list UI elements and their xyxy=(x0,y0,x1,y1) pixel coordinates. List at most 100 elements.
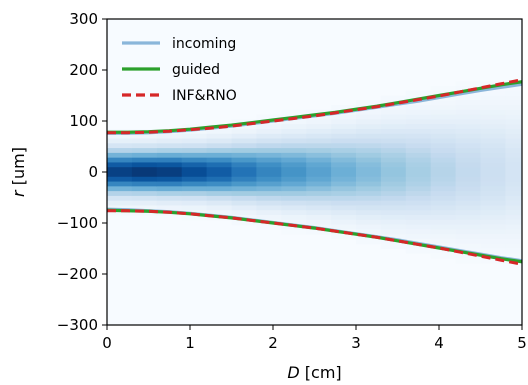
heatmap-cell xyxy=(231,152,257,159)
heatmap-cell xyxy=(380,195,407,202)
heatmap-cell xyxy=(107,172,133,178)
heatmap-cell xyxy=(405,100,432,106)
heatmap-cell xyxy=(356,143,382,149)
x-tick-label: 4 xyxy=(434,334,444,352)
heatmap-cell xyxy=(505,124,522,130)
heatmap-cell xyxy=(107,186,133,192)
heatmap-cell xyxy=(281,229,307,235)
heatmap-cell xyxy=(430,224,457,230)
heatmap-cell xyxy=(356,114,382,120)
heatmap-cell xyxy=(380,148,407,154)
heatmap-cell xyxy=(505,172,522,178)
heatmap-cell xyxy=(505,191,522,197)
heatmap-cell xyxy=(480,143,506,149)
heatmap-cell xyxy=(331,176,357,183)
heatmap-cell xyxy=(281,191,307,197)
heatmap-cell xyxy=(480,124,506,130)
heatmap-cell xyxy=(156,133,183,140)
heatmap-cell xyxy=(380,143,407,149)
heatmap-cell xyxy=(331,162,357,168)
heatmap-cell xyxy=(405,186,432,192)
heatmap-cell xyxy=(356,138,382,144)
series-layer xyxy=(107,78,522,266)
heatmap-cell xyxy=(505,114,522,120)
heatmap-cell xyxy=(380,181,407,187)
heatmap-cell xyxy=(380,109,407,116)
heatmap-cell xyxy=(455,143,481,149)
heatmap-cell xyxy=(231,200,257,206)
heatmap-cell xyxy=(455,243,481,249)
heatmap-cell xyxy=(331,219,357,226)
heatmap-cell xyxy=(505,195,522,202)
heatmap-cell xyxy=(455,210,481,216)
heatmap-cell xyxy=(480,90,506,96)
heatmap-cell xyxy=(380,152,407,159)
heatmap-cell xyxy=(131,181,158,187)
heatmap-cell xyxy=(356,109,382,116)
heatmap-cell xyxy=(206,138,232,144)
heatmap-cell xyxy=(430,162,457,168)
x-tick-label: 0 xyxy=(102,334,112,352)
heatmap-cell xyxy=(455,95,481,101)
heatmap-cell xyxy=(380,172,407,178)
heatmap-cell xyxy=(480,200,506,206)
heatmap-cell xyxy=(430,172,457,178)
heatmap-cell xyxy=(256,200,282,206)
heatmap-cell xyxy=(480,234,506,240)
heatmap-cell xyxy=(380,162,407,168)
heatmap-cell xyxy=(505,219,522,226)
heatmap-cell xyxy=(505,167,522,173)
heatmap-cell xyxy=(206,143,232,149)
heatmap-cell xyxy=(231,133,257,140)
heatmap-cell xyxy=(231,195,257,202)
heatmap-cell xyxy=(405,200,432,206)
heatmap-cell xyxy=(281,143,307,149)
heatmap-cell xyxy=(405,124,432,130)
heatmap-cell xyxy=(405,215,432,221)
heatmap-cell xyxy=(356,186,382,192)
heatmap-cell xyxy=(156,186,183,192)
heatmap-cell xyxy=(455,215,481,221)
heatmap-cell xyxy=(306,119,332,125)
heatmap-cell xyxy=(231,219,257,226)
heatmap-cell xyxy=(405,176,432,183)
heatmap-cell xyxy=(206,191,232,197)
heatmap-cell xyxy=(256,224,282,230)
heatmap-cell xyxy=(306,143,332,149)
heatmap-cell xyxy=(306,200,332,206)
heatmap-cell xyxy=(156,148,183,154)
heatmap-cell xyxy=(505,85,522,92)
heatmap-cell xyxy=(281,224,307,230)
heatmap-cell xyxy=(256,191,282,197)
heatmap-cell xyxy=(505,253,522,259)
heatmap-cell xyxy=(231,176,257,183)
heatmap-cell xyxy=(405,210,432,216)
heatmap-cell xyxy=(430,195,457,202)
heatmap-cell xyxy=(430,109,457,116)
heatmap-cell xyxy=(380,200,407,206)
heatmap-cell xyxy=(281,133,307,140)
heatmap-cell xyxy=(380,133,407,140)
heatmap-cell xyxy=(306,152,332,159)
heatmap-cell xyxy=(281,109,307,116)
heatmap-cell xyxy=(131,176,158,183)
heatmap-cell xyxy=(356,195,382,202)
heatmap-cell xyxy=(156,181,183,187)
heatmap-cell xyxy=(356,172,382,178)
y-tick-label: −100 xyxy=(57,214,98,232)
legend-label: INF&RNO xyxy=(172,88,237,104)
heatmap-cell xyxy=(455,114,481,120)
heatmap-cell xyxy=(405,234,432,240)
heatmap-cell xyxy=(405,229,432,235)
heatmap-cell xyxy=(331,200,357,206)
heatmap-cell xyxy=(107,152,133,159)
heatmap-cell xyxy=(107,181,133,187)
heatmap-cell xyxy=(256,176,282,183)
heatmap-cell xyxy=(455,200,481,206)
heatmap-cell xyxy=(405,219,432,226)
heatmap-cell xyxy=(206,128,232,135)
x-axis-label: D [cm] xyxy=(287,363,341,382)
heatmap-cell xyxy=(455,128,481,135)
heatmap-cell xyxy=(480,109,506,116)
